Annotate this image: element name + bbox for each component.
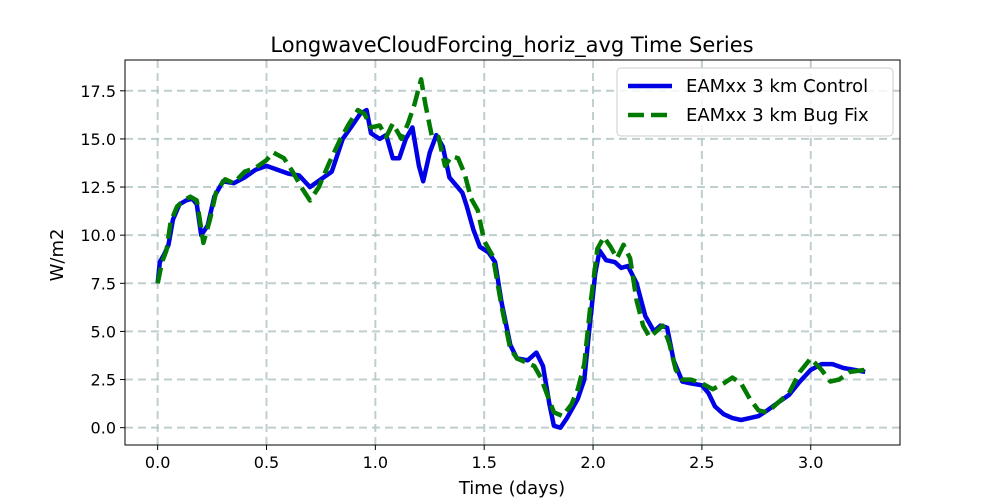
x-tick-label: 0.5 xyxy=(254,453,279,472)
x-tick-label: 0.0 xyxy=(145,453,170,472)
legend-box xyxy=(616,67,894,137)
plot-area: 0.0 0.5 1.0 1.5 2.0 2.5 3.0 0.0 2.5 5.0 7.5 10.0 12.… xyxy=(80,59,901,472)
y-tick-label: 12.5 xyxy=(80,178,116,197)
series-line-1 xyxy=(155,77,866,419)
x-tick-label: 2.0 xyxy=(580,453,605,472)
y-tick-label: 10.0 xyxy=(80,226,116,245)
legend: EAMxx 3 km Control EAMxx 3 km Bug Fix xyxy=(616,67,894,137)
legend-label-1: EAMxx 3 km Bug Fix xyxy=(686,105,869,126)
y-tick-label: 0.0 xyxy=(91,419,116,438)
x-tick-label: 1.0 xyxy=(363,453,388,472)
legend-label-0: EAMxx 3 km Control xyxy=(686,76,868,97)
y-tick-label: 7.5 xyxy=(91,274,116,293)
plot-frame xyxy=(124,59,901,446)
x-axis-title: Time (days) xyxy=(458,478,565,499)
y-tick-label: 2.5 xyxy=(91,371,116,390)
chart-title: LongwaveCloudForcing_horiz_avg Time Seri… xyxy=(270,33,753,58)
y-tick-label: 15.0 xyxy=(80,130,116,149)
y-tick-label: 5.0 xyxy=(91,322,116,341)
x-tick-label: 2.5 xyxy=(689,453,714,472)
series-line-0 xyxy=(155,107,866,430)
y-tick-label: 17.5 xyxy=(80,82,116,101)
x-tick-label: 1.5 xyxy=(471,453,496,472)
x-tick-label: 3.0 xyxy=(798,453,823,472)
y-axis-title: W/m2 xyxy=(47,229,68,282)
